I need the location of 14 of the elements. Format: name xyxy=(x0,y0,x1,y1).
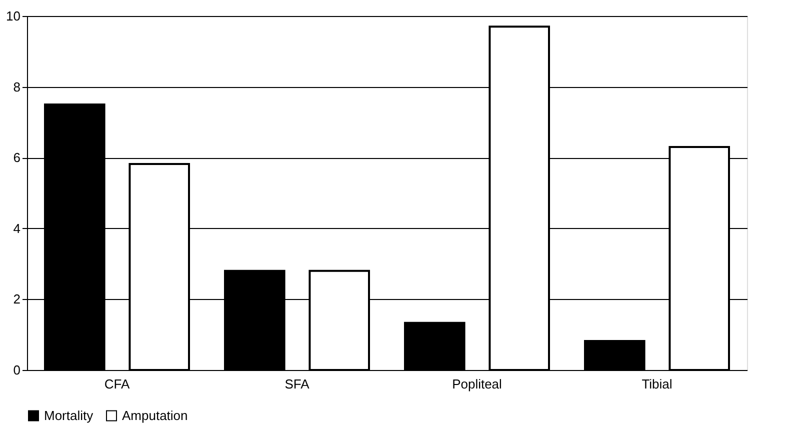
bar xyxy=(404,322,466,371)
y-tick-label: 8 xyxy=(13,79,20,94)
y-tick-label: 2 xyxy=(13,292,20,307)
y-tick-label: 0 xyxy=(13,362,20,378)
y-tick-label: 6 xyxy=(13,150,20,166)
legend-label: Mortality xyxy=(44,408,94,423)
x-tick-label: Popliteal xyxy=(452,376,502,392)
legend-label: Amputation xyxy=(122,408,188,423)
y-tick-label: 4 xyxy=(13,220,20,236)
x-tick-label: Tibial xyxy=(642,376,672,392)
x-tick-label: SFA xyxy=(284,376,310,392)
y-tick-label: 10 xyxy=(6,8,20,24)
x-tick-label: CFA xyxy=(104,376,130,392)
bar xyxy=(584,340,646,371)
